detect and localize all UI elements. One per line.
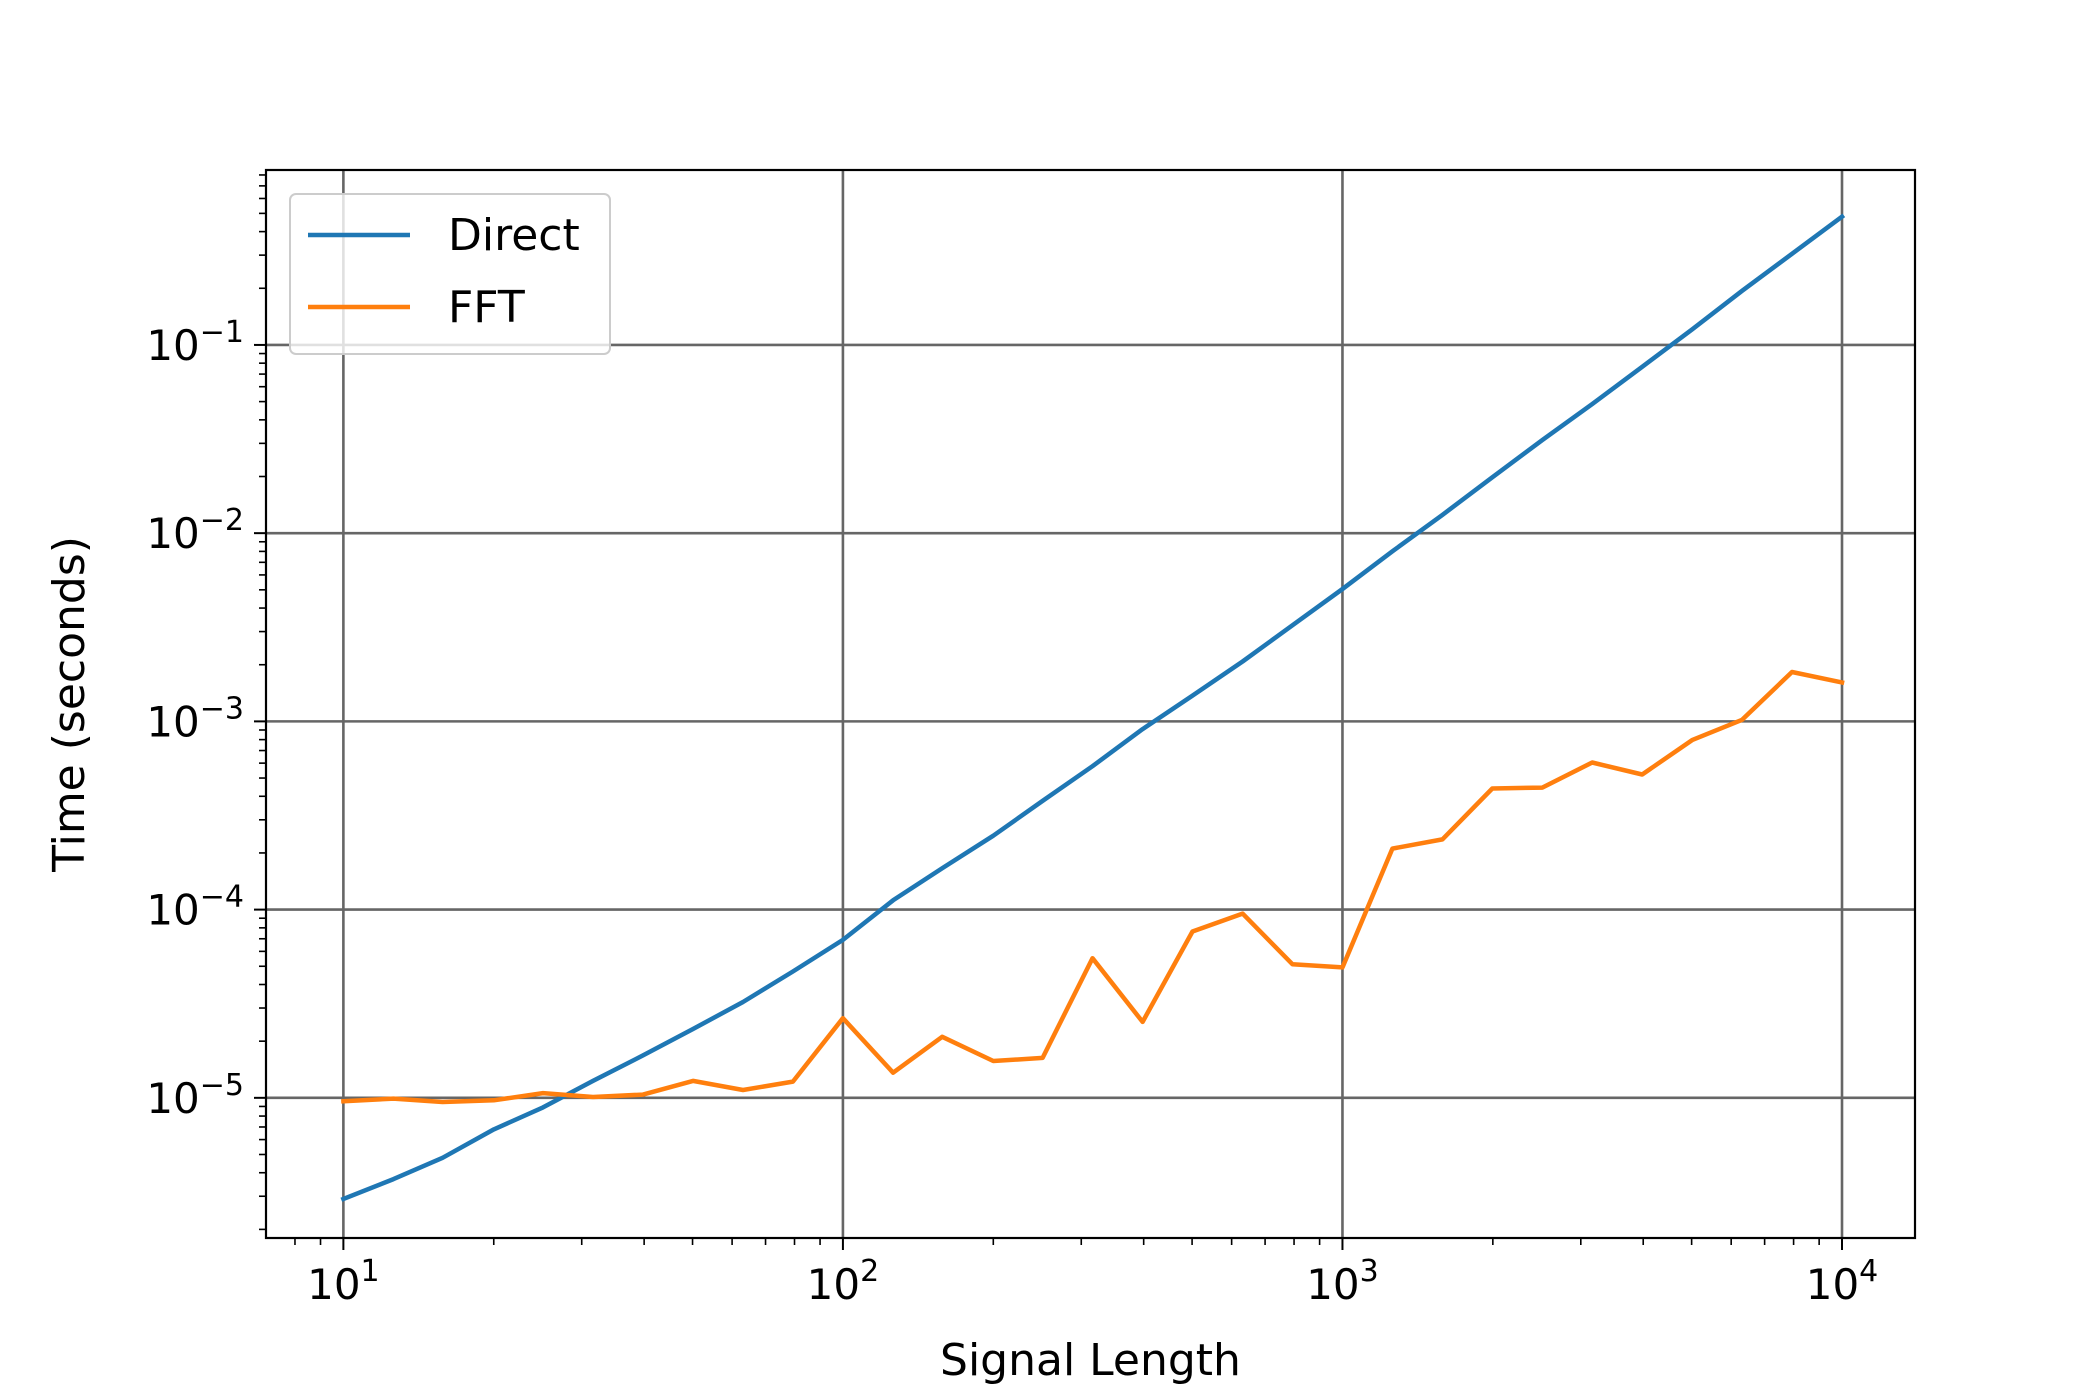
ticks: 101 102 103 104 10−5 10−4 10−3 10−2 10−1 — [146, 174, 1879, 1309]
legend: Direct FFT — [289, 193, 611, 355]
y-tick-label: 10−2 — [146, 503, 244, 558]
plot-frame — [264, 168, 1917, 1240]
x-tick-label: 102 — [807, 1254, 880, 1309]
y-tick-label: 10−3 — [146, 691, 244, 746]
y-tick-label: 10−4 — [146, 880, 244, 935]
x-axis-label: Signal Length — [940, 1335, 1241, 1386]
grid — [266, 170, 1915, 1238]
y-tick-label: 10−5 — [146, 1068, 244, 1123]
legend-label: FFT — [448, 282, 525, 333]
x-tick-label: 104 — [1806, 1254, 1879, 1309]
x-tick-label: 101 — [307, 1254, 380, 1309]
y-tick-label: 10−1 — [146, 315, 244, 370]
x-tick-label: 103 — [1306, 1254, 1379, 1309]
series-line-fft — [341, 669, 1845, 1105]
series-layer — [340, 213, 1846, 1202]
series-line-direct — [340, 213, 1846, 1202]
y-axis-label: Time (seconds) — [44, 536, 95, 873]
legend-label: Direct — [448, 210, 580, 261]
